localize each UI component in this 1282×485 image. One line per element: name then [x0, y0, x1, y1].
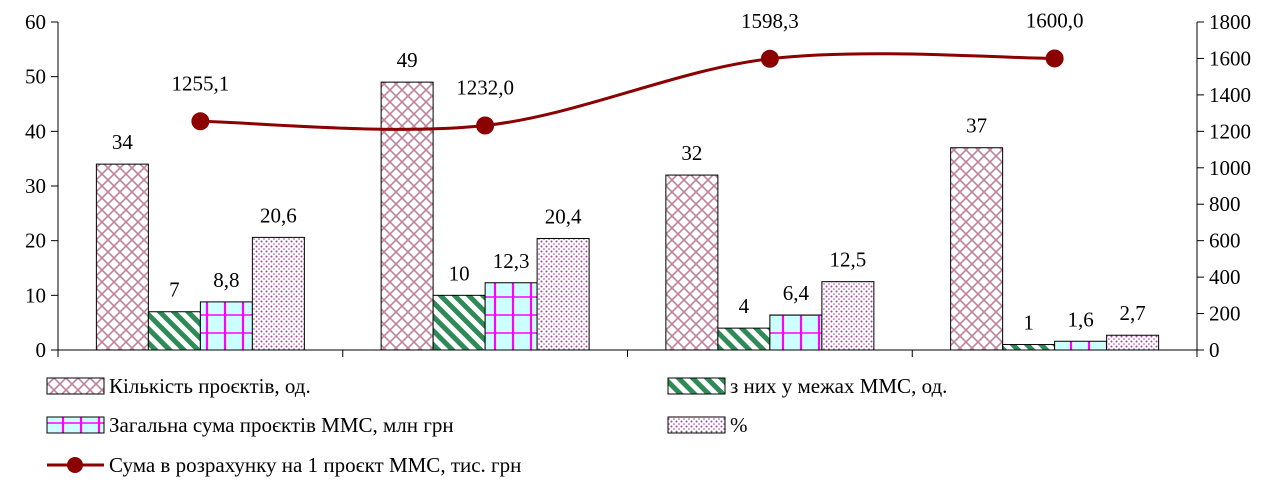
legend-line-marker [67, 457, 83, 473]
bar-value-label: 8,8 [213, 268, 239, 292]
legend-label-line: Сума в розрахунку на 1 проєкт ММС, тис. … [109, 453, 521, 477]
bar-3 [199, 301, 253, 351]
bar-3 [769, 314, 823, 351]
bar-value-label: 12,3 [493, 249, 530, 273]
legend-swatch-4 [667, 416, 726, 434]
line-value-label: 1255,1 [172, 71, 230, 95]
line-marker [1045, 49, 1064, 68]
bar-1 [380, 81, 434, 351]
y-left-tick-label: 0 [36, 338, 47, 362]
bar-value-label: 1 [1023, 311, 1034, 335]
bar-1 [665, 174, 719, 351]
y-right-tick-label: 1800 [1209, 10, 1251, 34]
bar-2 [432, 294, 486, 351]
y-right-tick-label: 600 [1209, 229, 1241, 253]
bar-2 [147, 311, 201, 351]
bar-1 [950, 147, 1004, 351]
bar-value-label: 7 [169, 278, 180, 302]
line-value-label: 1600,0 [1026, 8, 1084, 32]
legend-swatch-2 [667, 377, 726, 395]
bar-value-label: 6,4 [783, 281, 810, 305]
legend-label-4: % [730, 413, 748, 437]
bar-2 [717, 327, 771, 351]
y-right-tick-label: 0 [1209, 338, 1220, 362]
axes: 0102030405060020040060080010001200140016… [25, 10, 1251, 362]
legend-label-3: Загальна сума проєктів ММС, млн грн [109, 413, 454, 437]
bar-value-label: 32 [681, 141, 702, 165]
legend: Кількість проєктів, од. з них у межах ММС… [46, 374, 947, 477]
line-series [191, 49, 1064, 135]
y-left-tick-label: 50 [25, 65, 46, 89]
legend-label-1: Кількість проєктів, од. [109, 374, 311, 398]
y-right-tick-label: 400 [1209, 265, 1241, 289]
bar-value-label: 1,6 [1068, 307, 1094, 331]
y-left-tick-label: 20 [25, 229, 46, 253]
bar-value-label: 20,4 [545, 204, 582, 228]
y-right-tick-label: 800 [1209, 192, 1241, 216]
bar-value-label: 10 [449, 261, 470, 285]
bar-value-label: 49 [397, 48, 418, 72]
bar-1 [95, 163, 149, 351]
y-right-tick-label: 1600 [1209, 46, 1251, 70]
bar-value-label: 2,7 [1120, 301, 1146, 325]
bar-3 [1054, 340, 1108, 351]
bar-4 [536, 237, 590, 351]
y-right-tick-label: 1200 [1209, 119, 1251, 143]
y-left-tick-label: 10 [25, 283, 46, 307]
legend-label-2: з них у межах ММС, од. [730, 374, 947, 398]
legend-swatch-1 [46, 377, 105, 395]
bar-value-label: 4 [739, 294, 750, 318]
y-right-tick-label: 1400 [1209, 83, 1251, 107]
bar-3 [484, 282, 538, 351]
line-marker [191, 112, 210, 131]
line-marker [476, 116, 495, 135]
bar-value-label: 37 [966, 114, 987, 138]
line-marker [760, 49, 779, 68]
y-left-tick-label: 40 [25, 119, 46, 143]
bars [95, 81, 1160, 351]
y-left-tick-label: 60 [25, 10, 46, 34]
bar-2 [1002, 344, 1056, 351]
data-labels: 34 49 32 37 7 10 4 1 8,8 12,3 6,4 1,6 20,6 20,4 12,5 2,… [112, 8, 1146, 334]
line-value-label: 1598,3 [741, 9, 799, 33]
bar-value-label: 34 [112, 130, 134, 154]
legend-swatch-3 [46, 416, 105, 434]
bar-value-label: 12,5 [830, 248, 867, 272]
bar-value-label: 20,6 [260, 203, 297, 227]
line-path [200, 52, 1055, 131]
y-left-tick-label: 30 [25, 174, 46, 198]
bar-4 [251, 236, 305, 351]
y-right-tick-label: 200 [1209, 302, 1241, 326]
bar-4 [1106, 334, 1160, 351]
y-right-tick-label: 1000 [1209, 156, 1251, 180]
line-value-label: 1232,0 [456, 76, 514, 100]
bar-4 [821, 281, 875, 351]
